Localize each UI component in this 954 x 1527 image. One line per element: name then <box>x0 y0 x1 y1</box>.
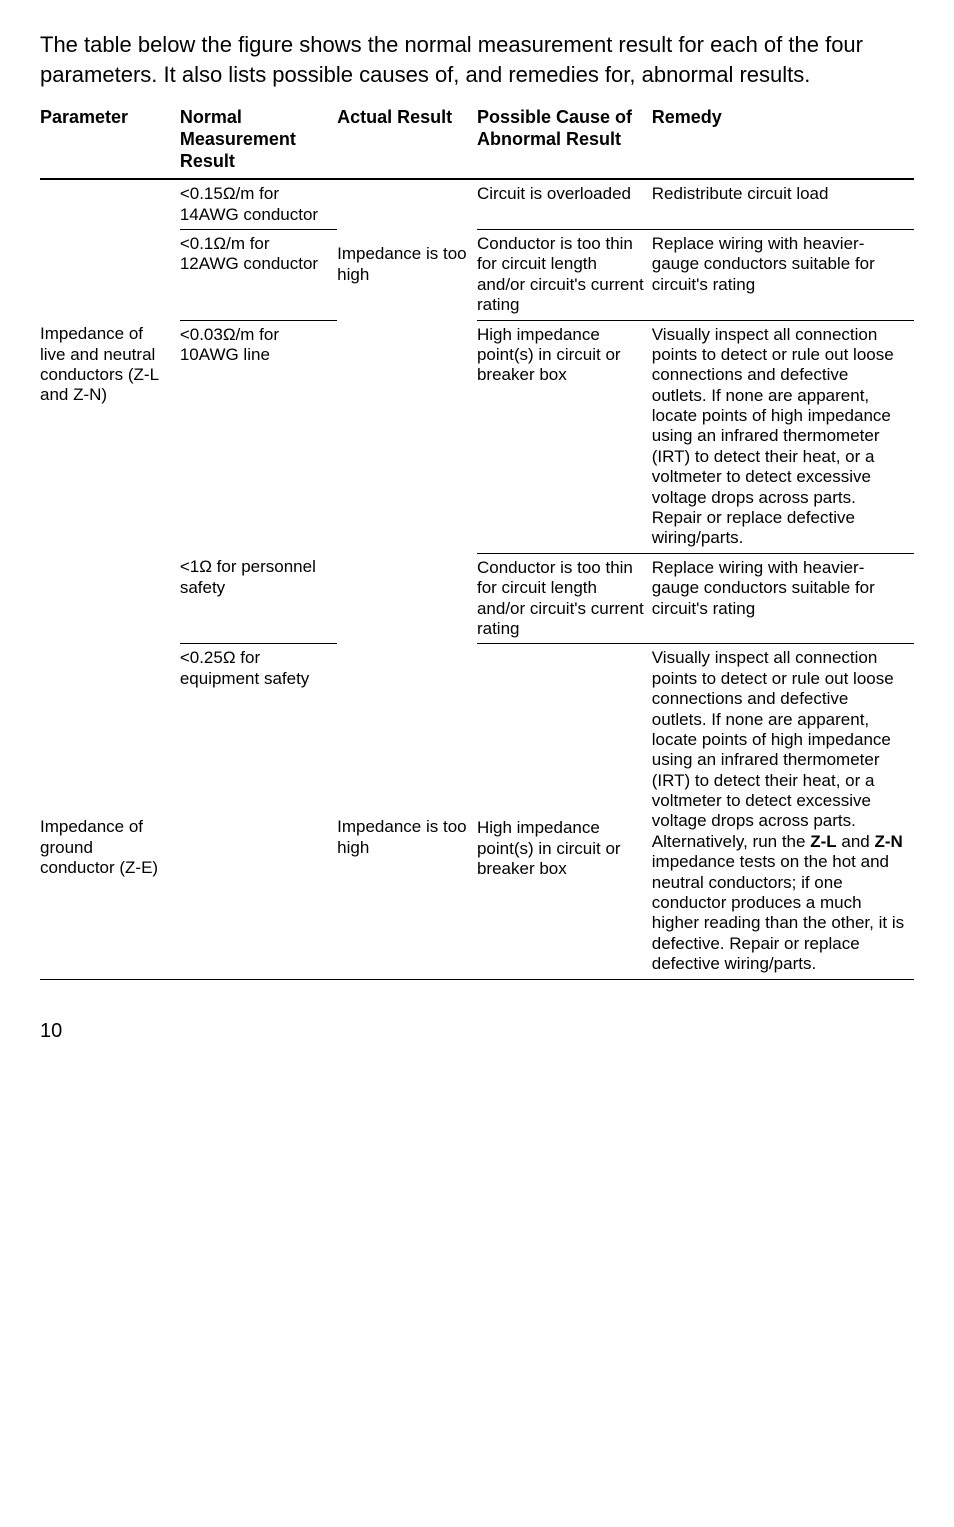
cell-remedy: Replace wiring with heavier-gauge conduc… <box>652 229 914 320</box>
header-remedy: Remedy <box>652 101 914 179</box>
cell-actual: Impedance is too high <box>337 179 477 553</box>
cell-cause: High impedance point(s) in circuit or br… <box>477 320 652 553</box>
param-text: Impedance of ground conductor (Z-E) <box>40 817 172 878</box>
remedy-text-a: Visually inspect all connection points t… <box>652 648 894 851</box>
cell-cause: High impedance point(s) in circuit or br… <box>477 644 652 979</box>
header-row: Parameter Normal Measurement Result Actu… <box>40 101 914 179</box>
header-cause: Possible Cause of Abnormal Result <box>477 101 652 179</box>
cell-actual: Impedance is too high <box>337 553 477 979</box>
table-row: Impedance of live and neutral conductors… <box>40 179 914 229</box>
cell-cause: Circuit is overloaded <box>477 179 652 229</box>
cell-parameter: Impedance of live and neutral conductors… <box>40 179 180 553</box>
cell-normal: <0.1Ω/m for 12AWG conductor <box>180 229 337 320</box>
cause-text: High impedance point(s) in circuit or br… <box>477 818 644 879</box>
cell-normal: <0.03Ω/m for 10AWG line <box>180 320 337 553</box>
cell-remedy: Visually inspect all connection points t… <box>652 320 914 553</box>
cell-cause: Conductor is too thin for circuit length… <box>477 229 652 320</box>
cell-normal: <0.15Ω/m for 14AWG conductor <box>180 179 337 229</box>
cell-normal: <1Ω for personnel safety <box>180 553 337 644</box>
param-text: Impedance of live and neutral conductors… <box>40 324 172 406</box>
remedy-text-e: impedance tests on the hot and neutral c… <box>652 852 904 973</box>
header-normal: Normal Measurement Result <box>180 101 337 179</box>
header-actual: Actual Result <box>337 101 477 179</box>
remedy-text-c: and <box>837 832 875 851</box>
cell-parameter: Impedance of ground conductor (Z-E) <box>40 553 180 979</box>
actual-text: Impedance is too high <box>337 817 469 858</box>
measurement-table: Parameter Normal Measurement Result Actu… <box>40 101 914 979</box>
cell-normal: <0.25Ω for equipment safety <box>180 644 337 979</box>
cell-remedy: Visually inspect all connection points t… <box>652 644 914 979</box>
page-number: 10 <box>40 1020 914 1043</box>
cell-remedy: Replace wiring with heavier-gauge conduc… <box>652 553 914 644</box>
remedy-zl: Z-L <box>810 832 836 851</box>
header-parameter: Parameter <box>40 101 180 179</box>
cell-cause: Conductor is too thin for circuit length… <box>477 553 652 644</box>
cell-remedy: Redistribute circuit load <box>652 179 914 229</box>
actual-text: Impedance is too high <box>337 244 469 285</box>
table-row: Impedance of ground conductor (Z-E) <1Ω … <box>40 553 914 644</box>
intro-paragraph: The table below the figure shows the nor… <box>40 30 914 89</box>
remedy-zn: Z-N <box>874 832 902 851</box>
